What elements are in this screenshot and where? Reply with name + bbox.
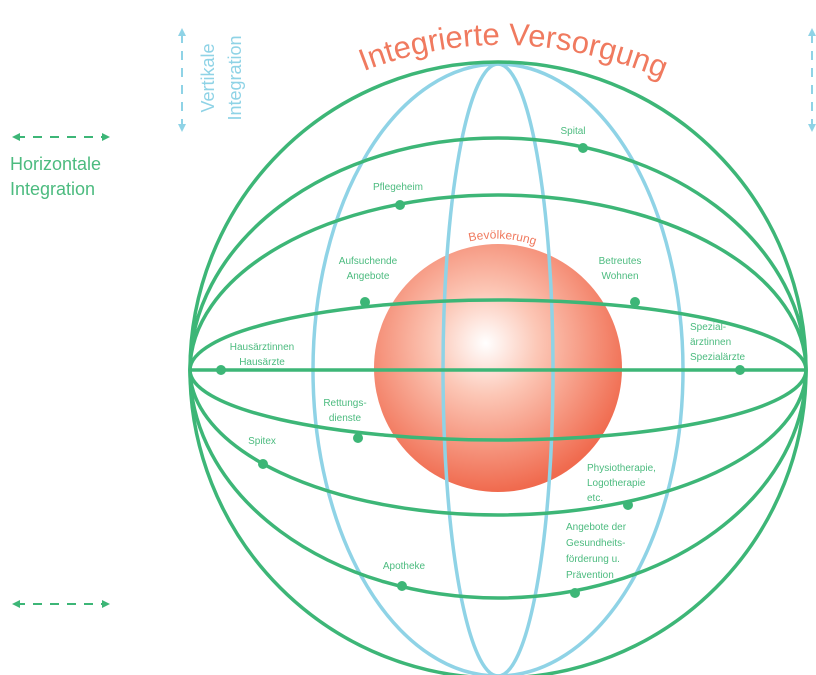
node-label: Angebote der [566, 522, 627, 533]
node-label: Pflegeheim [373, 182, 423, 193]
node-label: Hausärztinnen [230, 342, 294, 353]
node-label: Gesundheits- [566, 538, 625, 549]
node-label: Wohnen [601, 271, 638, 282]
axis-label: Integration [10, 179, 95, 199]
population-sphere [374, 244, 622, 492]
axis-label: Integration [225, 35, 245, 120]
diagram: Horizontale Integration Vertikale Integr… [0, 0, 816, 675]
node-label: Betreutes [599, 256, 642, 267]
node-label: Spital [560, 126, 585, 137]
node-label: dienste [329, 413, 362, 424]
node-label: Angebote [347, 271, 390, 282]
node-label: etc. [587, 493, 603, 504]
node-label: Aufsuchende [339, 256, 398, 267]
node-label: Hausärzte [239, 357, 285, 368]
axis-label: Horizontale [10, 154, 101, 174]
node-label: Spezialärzte [690, 352, 745, 363]
node-label: Prävention [566, 570, 614, 581]
node-label: Apotheke [383, 561, 426, 572]
horizontal-arrow [12, 133, 110, 608]
node-label: Rettungs- [323, 398, 366, 409]
node-label: Spezial- [690, 322, 726, 333]
node-label: Physiotherapie, [587, 463, 656, 474]
node-label: Spitex [248, 436, 276, 447]
axis-label: Vertikale [198, 43, 218, 112]
node-label: ärztinnen [690, 337, 731, 348]
node-label: Logotherapie [587, 478, 646, 489]
node-label: förderung u. [566, 554, 620, 565]
